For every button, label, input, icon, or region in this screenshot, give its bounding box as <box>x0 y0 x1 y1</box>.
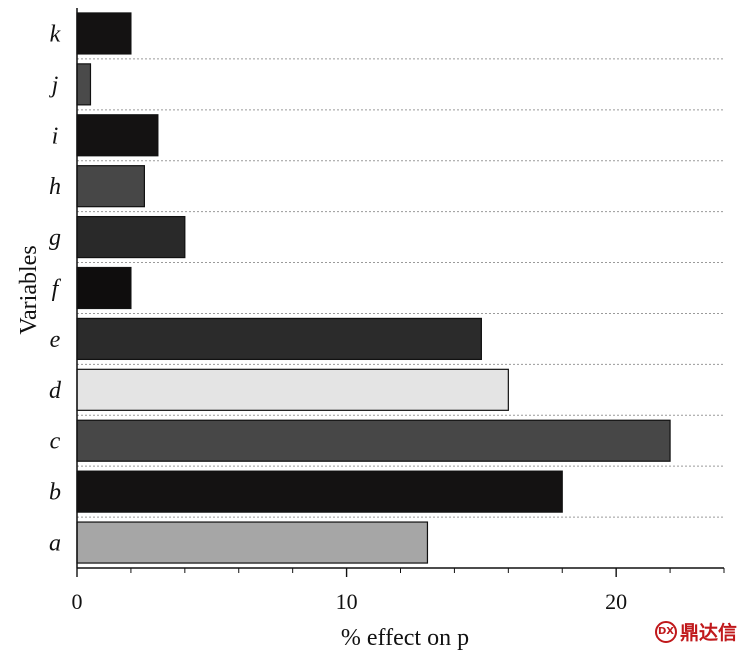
x-tick-label: 20 <box>605 589 627 614</box>
bar-g <box>76 215 186 259</box>
brand-logo-icon: DX <box>655 620 677 643</box>
category-label-d: d <box>49 378 62 404</box>
category-label-k: k <box>50 21 61 47</box>
bar-h <box>76 165 145 208</box>
bar-i <box>76 114 159 157</box>
x-axis-label: % effect on p <box>341 625 469 651</box>
watermark: DX 鼎达信 <box>655 618 737 645</box>
category-label-f: f <box>52 276 62 302</box>
category-label-i: i <box>52 123 59 149</box>
bar-c <box>76 419 671 462</box>
bar-k <box>76 12 132 55</box>
category-label-e: e <box>50 327 61 353</box>
bars <box>76 12 671 564</box>
bar-j <box>76 63 92 106</box>
bar-b <box>76 470 563 513</box>
bar-d <box>76 368 509 411</box>
watermark-text: 鼎达信 <box>680 622 738 644</box>
category-label-b: b <box>49 480 61 506</box>
x-tick-label: 0 <box>72 589 83 614</box>
category-label-c: c <box>50 429 61 455</box>
category-label-h: h <box>49 174 61 200</box>
x-ticks: 0 10 20 <box>72 568 725 614</box>
category-label-a: a <box>49 531 61 557</box>
category-label-g: g <box>49 225 61 251</box>
x-tick-label: 10 <box>336 589 358 614</box>
bar-a <box>76 521 429 564</box>
bar-e <box>76 317 482 361</box>
category-label-j: j <box>49 72 59 98</box>
y-axis-label: Variables <box>16 245 42 334</box>
bar-f <box>76 266 132 310</box>
